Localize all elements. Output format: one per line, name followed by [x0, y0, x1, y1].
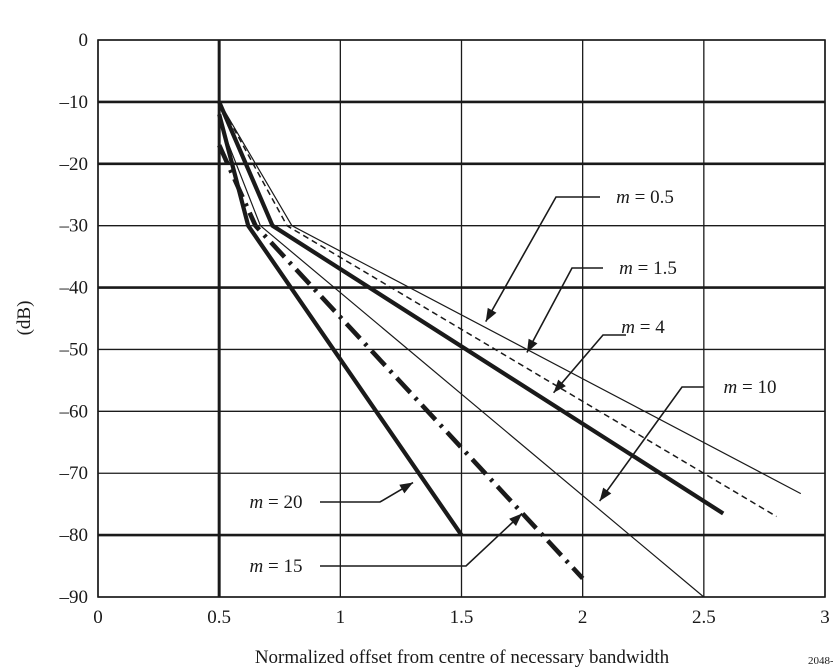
annotation-variable: m: [621, 317, 635, 338]
series-lines: [217, 101, 802, 598]
annotation-label: m = 4: [621, 317, 665, 338]
grid: [97, 39, 826, 598]
arrowhead-icon: [599, 487, 612, 502]
annotation-leader: [485, 196, 600, 322]
y-tick-label: 0: [79, 30, 89, 51]
series-line: [218, 120, 705, 598]
x-axis-title: Normalized offset from centre of necessa…: [255, 647, 670, 668]
annotation-variable: m: [616, 187, 630, 208]
x-tick-label: 2: [578, 607, 588, 628]
annotation-variable: m: [619, 258, 633, 279]
annotation-label: m = 1.5: [619, 258, 677, 279]
y-tick-label: –10: [59, 92, 89, 113]
figure-id: 2048-06: [808, 655, 833, 667]
x-tick-label: 3: [820, 607, 830, 628]
annotation-value: = 10: [737, 377, 776, 398]
annotation-variable: m: [250, 556, 264, 577]
annotations: m = 0.5m = 1.5m = 4m = 10m = 20m = 15: [250, 187, 777, 577]
series-line: [218, 101, 802, 495]
annotation-variable: m: [724, 377, 738, 398]
annotation-value: = 0.5: [630, 187, 674, 208]
y-tick-label: –70: [59, 463, 89, 484]
annotation-value: = 4: [635, 317, 665, 338]
y-axis-title: (dB): [14, 301, 35, 336]
arrowhead-icon: [509, 513, 523, 526]
x-tick-label: 0.5: [207, 607, 231, 628]
series-line: [217, 101, 725, 516]
annotation-value: = 1.5: [633, 258, 677, 279]
y-tick-label: –20: [59, 154, 89, 175]
y-tick-label: –40: [59, 278, 89, 299]
series-line: [217, 113, 464, 537]
tick-labels: 0 0.5 1 1.5 2 2.5 3 0 –10 –20 –30 –40 –50 –60 –70 –80 –9…: [59, 30, 830, 628]
arrowhead-icon: [485, 307, 497, 322]
x-tick-label: 2.5: [692, 607, 716, 628]
annotation-value: = 15: [263, 556, 302, 577]
annotation-label: m = 15: [250, 556, 303, 577]
x-tick-label: 1.5: [450, 607, 474, 628]
y-tick-label: –60: [59, 401, 89, 422]
annotation-label: m = 10: [724, 377, 777, 398]
annotation-leader: [552, 334, 626, 394]
y-tick-label: –90: [59, 587, 89, 608]
plot-frame: [97, 39, 826, 598]
annotation-leader: [320, 512, 523, 567]
y-tick-label: –80: [59, 525, 89, 546]
annotation-value: = 20: [263, 492, 302, 513]
annotation-leader: [598, 386, 704, 502]
series-line: [218, 101, 777, 518]
series-line: [217, 144, 585, 580]
annotation-variable: m: [250, 492, 264, 513]
x-tick-label: 0: [93, 607, 103, 628]
y-tick-label: –50: [59, 339, 89, 360]
annotation-label: m = 20: [250, 492, 303, 513]
arrowhead-icon: [399, 482, 414, 494]
annotation-leader: [320, 481, 414, 503]
y-tick-label: –30: [59, 216, 89, 237]
annotation-label: m = 0.5: [616, 187, 674, 208]
annotation-leader: [526, 267, 603, 353]
arrowhead-icon: [553, 379, 566, 393]
x-tick-label: 1: [336, 607, 346, 628]
arrowhead-icon: [526, 338, 538, 353]
